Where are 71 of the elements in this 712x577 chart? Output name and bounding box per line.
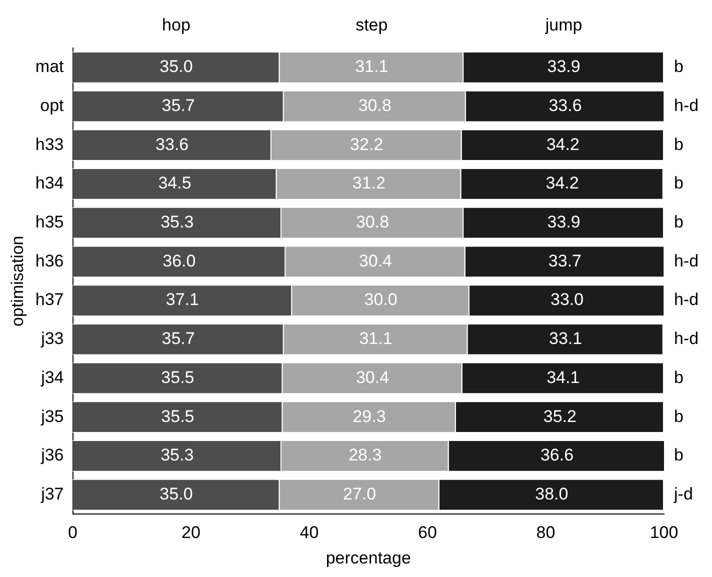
text: b	[674, 446, 684, 465]
data-label: 31.1	[359, 329, 392, 348]
y-tick-label: opt	[40, 96, 64, 115]
y-tick-label: h37	[35, 290, 64, 310]
x-tick-label: 0	[68, 523, 78, 542]
x-axis-title: percentage	[326, 548, 411, 568]
data-label: 34.1	[546, 368, 580, 387]
y-tick-label: h36	[35, 251, 64, 270]
y-tick-label: mat	[35, 57, 64, 76]
data-label: 35.2	[543, 406, 576, 426]
data-label: 30.4	[356, 368, 390, 387]
text: b	[674, 174, 684, 193]
data-label: 35.3	[160, 212, 194, 232]
text: h-d	[674, 329, 699, 348]
data-label: 33.9	[547, 212, 580, 232]
y-axis-title: optimisation	[8, 236, 27, 326]
data-label: 34.2	[546, 134, 580, 154]
data-label: 33.1	[549, 329, 582, 348]
data-label: 29.3	[352, 406, 386, 426]
data-label: 32.2	[350, 134, 384, 154]
text: b	[674, 212, 684, 232]
text: h-d	[674, 251, 699, 270]
data-label: 33.7	[548, 251, 582, 270]
x-tick-label: 100	[650, 523, 678, 542]
data-label: 31.2	[352, 174, 386, 193]
data-label: 30.0	[364, 290, 398, 310]
data-label: 33.6	[548, 96, 582, 115]
data-label: 27.0	[342, 484, 376, 504]
series-label: hop	[162, 16, 190, 35]
data-label: 35.0	[160, 484, 193, 504]
data-label: 30.8	[356, 212, 390, 232]
y-tick-label: j36	[40, 446, 64, 465]
data-label: 33.6	[156, 134, 189, 154]
series-label: step	[356, 16, 388, 35]
y-tick-label: h35	[35, 212, 64, 232]
text: h-d	[674, 290, 699, 310]
data-label: 35.5	[161, 368, 194, 387]
data-label: 30.8	[358, 96, 392, 115]
data-label: 30.4	[358, 251, 392, 270]
data-label: 37.1	[166, 290, 199, 310]
x-tick-label: 20	[182, 523, 200, 542]
x-tick-label: 60	[418, 523, 437, 542]
data-label: 35.0	[160, 57, 193, 76]
data-label: 35.7	[162, 96, 195, 115]
data-label: 31.1	[355, 57, 388, 76]
y-tick-label: h33	[35, 134, 64, 154]
data-label: 34.2	[546, 174, 579, 193]
data-label: 35.5	[161, 406, 194, 426]
data-label: 33.9	[547, 57, 580, 76]
data-label: 35.3	[160, 446, 194, 465]
data-label: 35.7	[162, 329, 195, 348]
y-tick-label: h34	[35, 174, 64, 193]
y-tick-label: j34	[40, 368, 64, 387]
data-label: 34.5	[158, 174, 192, 193]
y-tick-label: j33	[40, 329, 64, 348]
text: h-d	[674, 96, 699, 115]
y-tick-label: j35	[40, 406, 64, 426]
data-label: 36.6	[540, 446, 574, 465]
data-label: 38.0	[535, 484, 568, 504]
text: b	[674, 134, 684, 154]
text: b	[674, 368, 684, 387]
series-label: jump	[544, 16, 582, 35]
x-tick-label: 40	[300, 523, 319, 542]
data-label: 36.0	[162, 251, 196, 270]
text: b	[674, 406, 684, 426]
x-tick-label: 80	[536, 523, 556, 542]
text: b	[674, 57, 684, 76]
y-tick-label: j37	[40, 484, 64, 504]
data-label: 33.0	[550, 290, 584, 310]
text: j-d	[673, 484, 693, 504]
data-label: 28.3	[348, 446, 382, 465]
